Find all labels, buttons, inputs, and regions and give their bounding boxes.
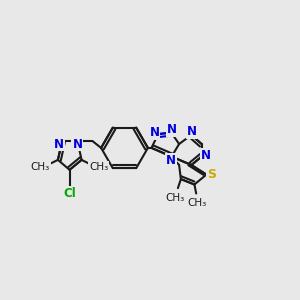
Text: N: N [54,137,64,151]
Text: N: N [166,154,176,167]
Text: Cl: Cl [63,187,76,200]
Text: CH₃: CH₃ [166,193,185,203]
Text: N: N [72,137,82,151]
Text: N: N [187,125,197,138]
Text: N: N [201,149,211,162]
Text: CH₃: CH₃ [31,161,50,172]
Text: CH₃: CH₃ [89,161,108,172]
Text: N: N [149,126,160,139]
Text: S: S [207,168,216,181]
Text: N: N [167,123,177,136]
Text: CH₃: CH₃ [188,198,207,208]
